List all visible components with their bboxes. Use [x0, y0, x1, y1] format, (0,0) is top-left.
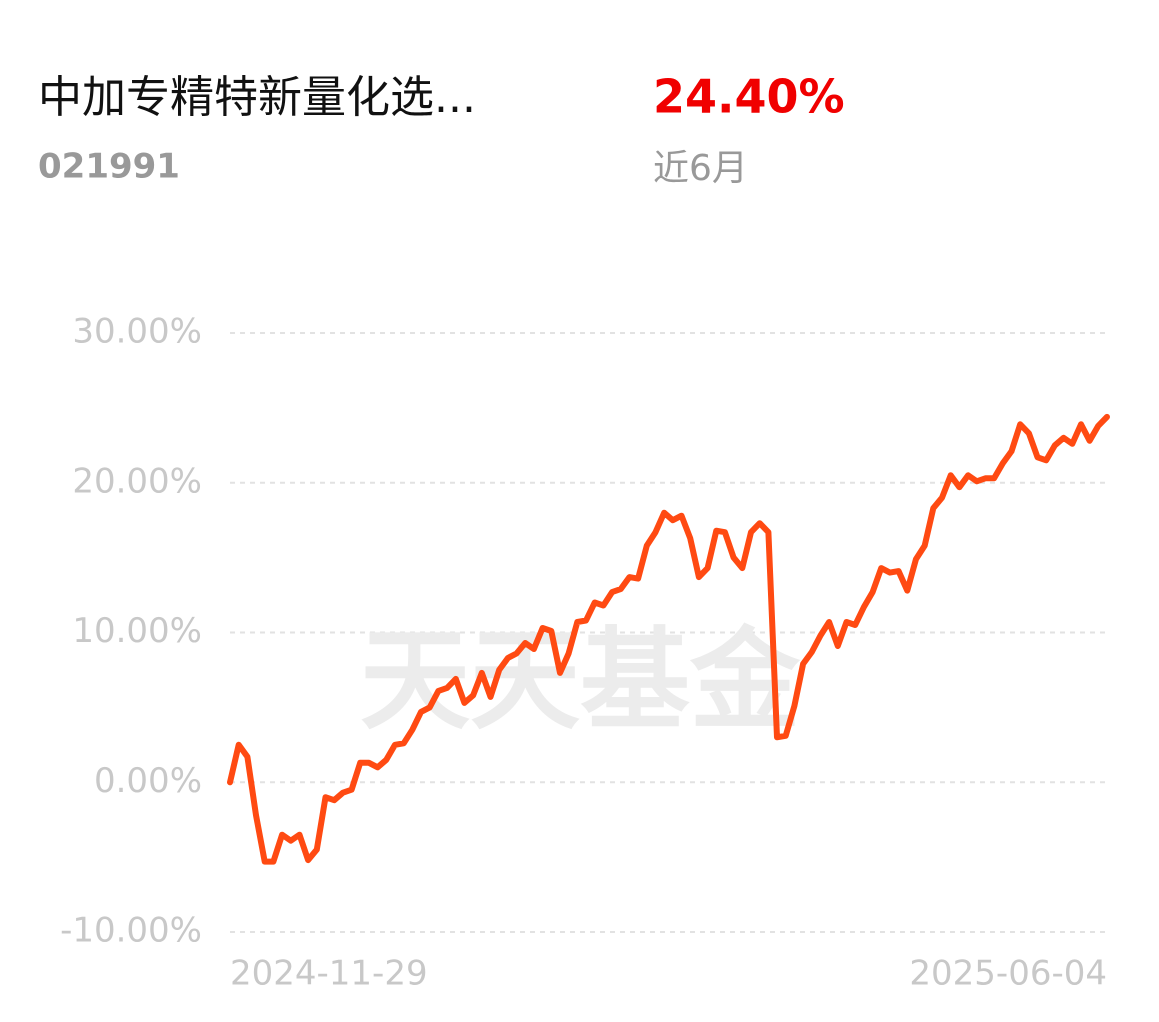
period-label: 近6月 [653, 148, 748, 189]
return-line [227, 413, 1110, 865]
y-tick-label: 10.00% [72, 611, 202, 651]
fund-code: 021991 [38, 147, 180, 187]
x-tick-label: 2025-06-04 [909, 954, 1107, 994]
y-tick-label: 0.00% [94, 761, 202, 801]
watermark: 天天基金 [360, 616, 801, 744]
x-tick-label: 2024-11-29 [230, 954, 428, 994]
y-tick-label: 30.00% [72, 312, 202, 352]
fund-name: 中加专精特新量化选... [38, 72, 476, 123]
y-tick-label: -10.00% [60, 911, 202, 951]
y-tick-label: 20.00% [72, 461, 202, 501]
return-value: 24.40% [653, 70, 845, 124]
